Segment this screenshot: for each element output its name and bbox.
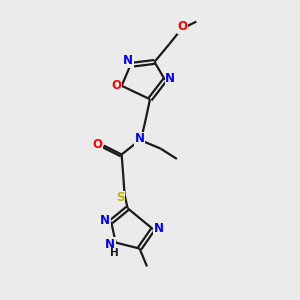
Text: N: N bbox=[100, 214, 110, 227]
Text: N: N bbox=[154, 222, 164, 235]
Text: S: S bbox=[116, 191, 124, 204]
Text: O: O bbox=[178, 20, 188, 33]
Text: N: N bbox=[123, 54, 133, 67]
Text: H: H bbox=[110, 248, 118, 258]
Text: N: N bbox=[165, 72, 175, 85]
Text: O: O bbox=[93, 137, 103, 151]
Text: N: N bbox=[105, 238, 115, 250]
Text: O: O bbox=[111, 79, 121, 92]
Text: N: N bbox=[134, 133, 145, 146]
